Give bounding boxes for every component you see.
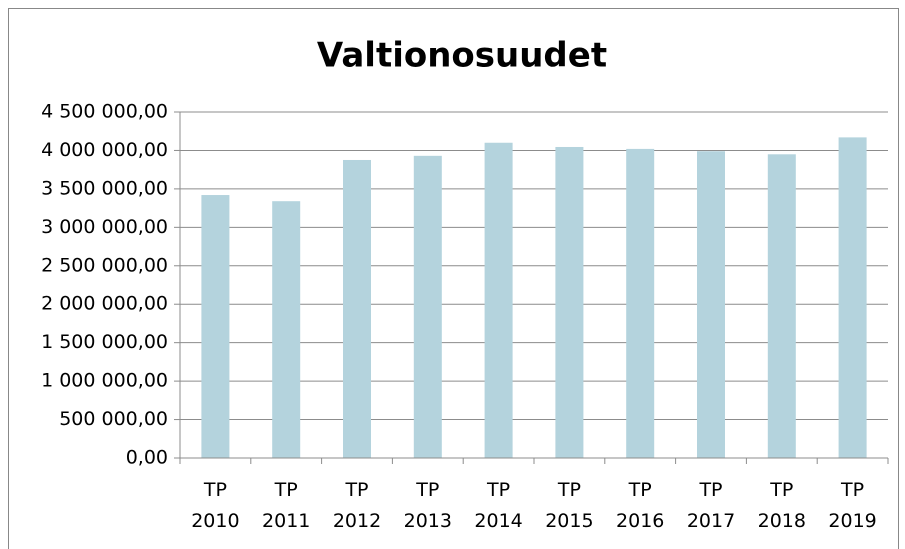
- x-tick-label: TP 2018: [758, 479, 806, 532]
- x-tick-label: TP 2017: [687, 479, 735, 532]
- bar: [697, 151, 725, 459]
- bar: [838, 137, 867, 458]
- bar: [413, 155, 442, 458]
- x-tick-label: TP 2014: [474, 479, 522, 532]
- y-tick-label: 2 000 000,00: [41, 293, 168, 315]
- bar: [555, 146, 584, 459]
- x-tick-label: TP 2010: [191, 479, 239, 532]
- bar: [343, 159, 371, 458]
- bar: [767, 154, 796, 459]
- chart-frame: [8, 8, 899, 549]
- y-tick-label: 1 000 000,00: [41, 370, 168, 392]
- bar: [272, 201, 301, 459]
- y-tick-label: 2 500 000,00: [41, 254, 168, 276]
- y-tick-label: 3 500 000,00: [41, 177, 168, 199]
- x-tick-label: TP 2011: [262, 479, 310, 532]
- x-tick-label: TP 2012: [333, 479, 381, 532]
- y-tick-label: 4 000 000,00: [41, 139, 168, 161]
- x-tick-label: TP 2013: [404, 479, 452, 532]
- chart-title: Valtionosuudet: [317, 36, 607, 76]
- bar: [201, 195, 230, 459]
- bar: [484, 142, 513, 458]
- bar: [626, 148, 655, 458]
- y-tick-label: 4 500 000,00: [41, 101, 168, 123]
- y-tick-label: 3 000 000,00: [41, 216, 168, 238]
- x-tick-label: TP 2015: [545, 479, 593, 532]
- x-tick-label: TP 2016: [616, 479, 664, 532]
- y-tick-label: 1 500 000,00: [41, 331, 168, 353]
- y-tick-label: 0,00: [126, 447, 168, 469]
- x-tick-label: TP 2019: [828, 479, 876, 532]
- y-tick-label: 500 000,00: [59, 408, 168, 430]
